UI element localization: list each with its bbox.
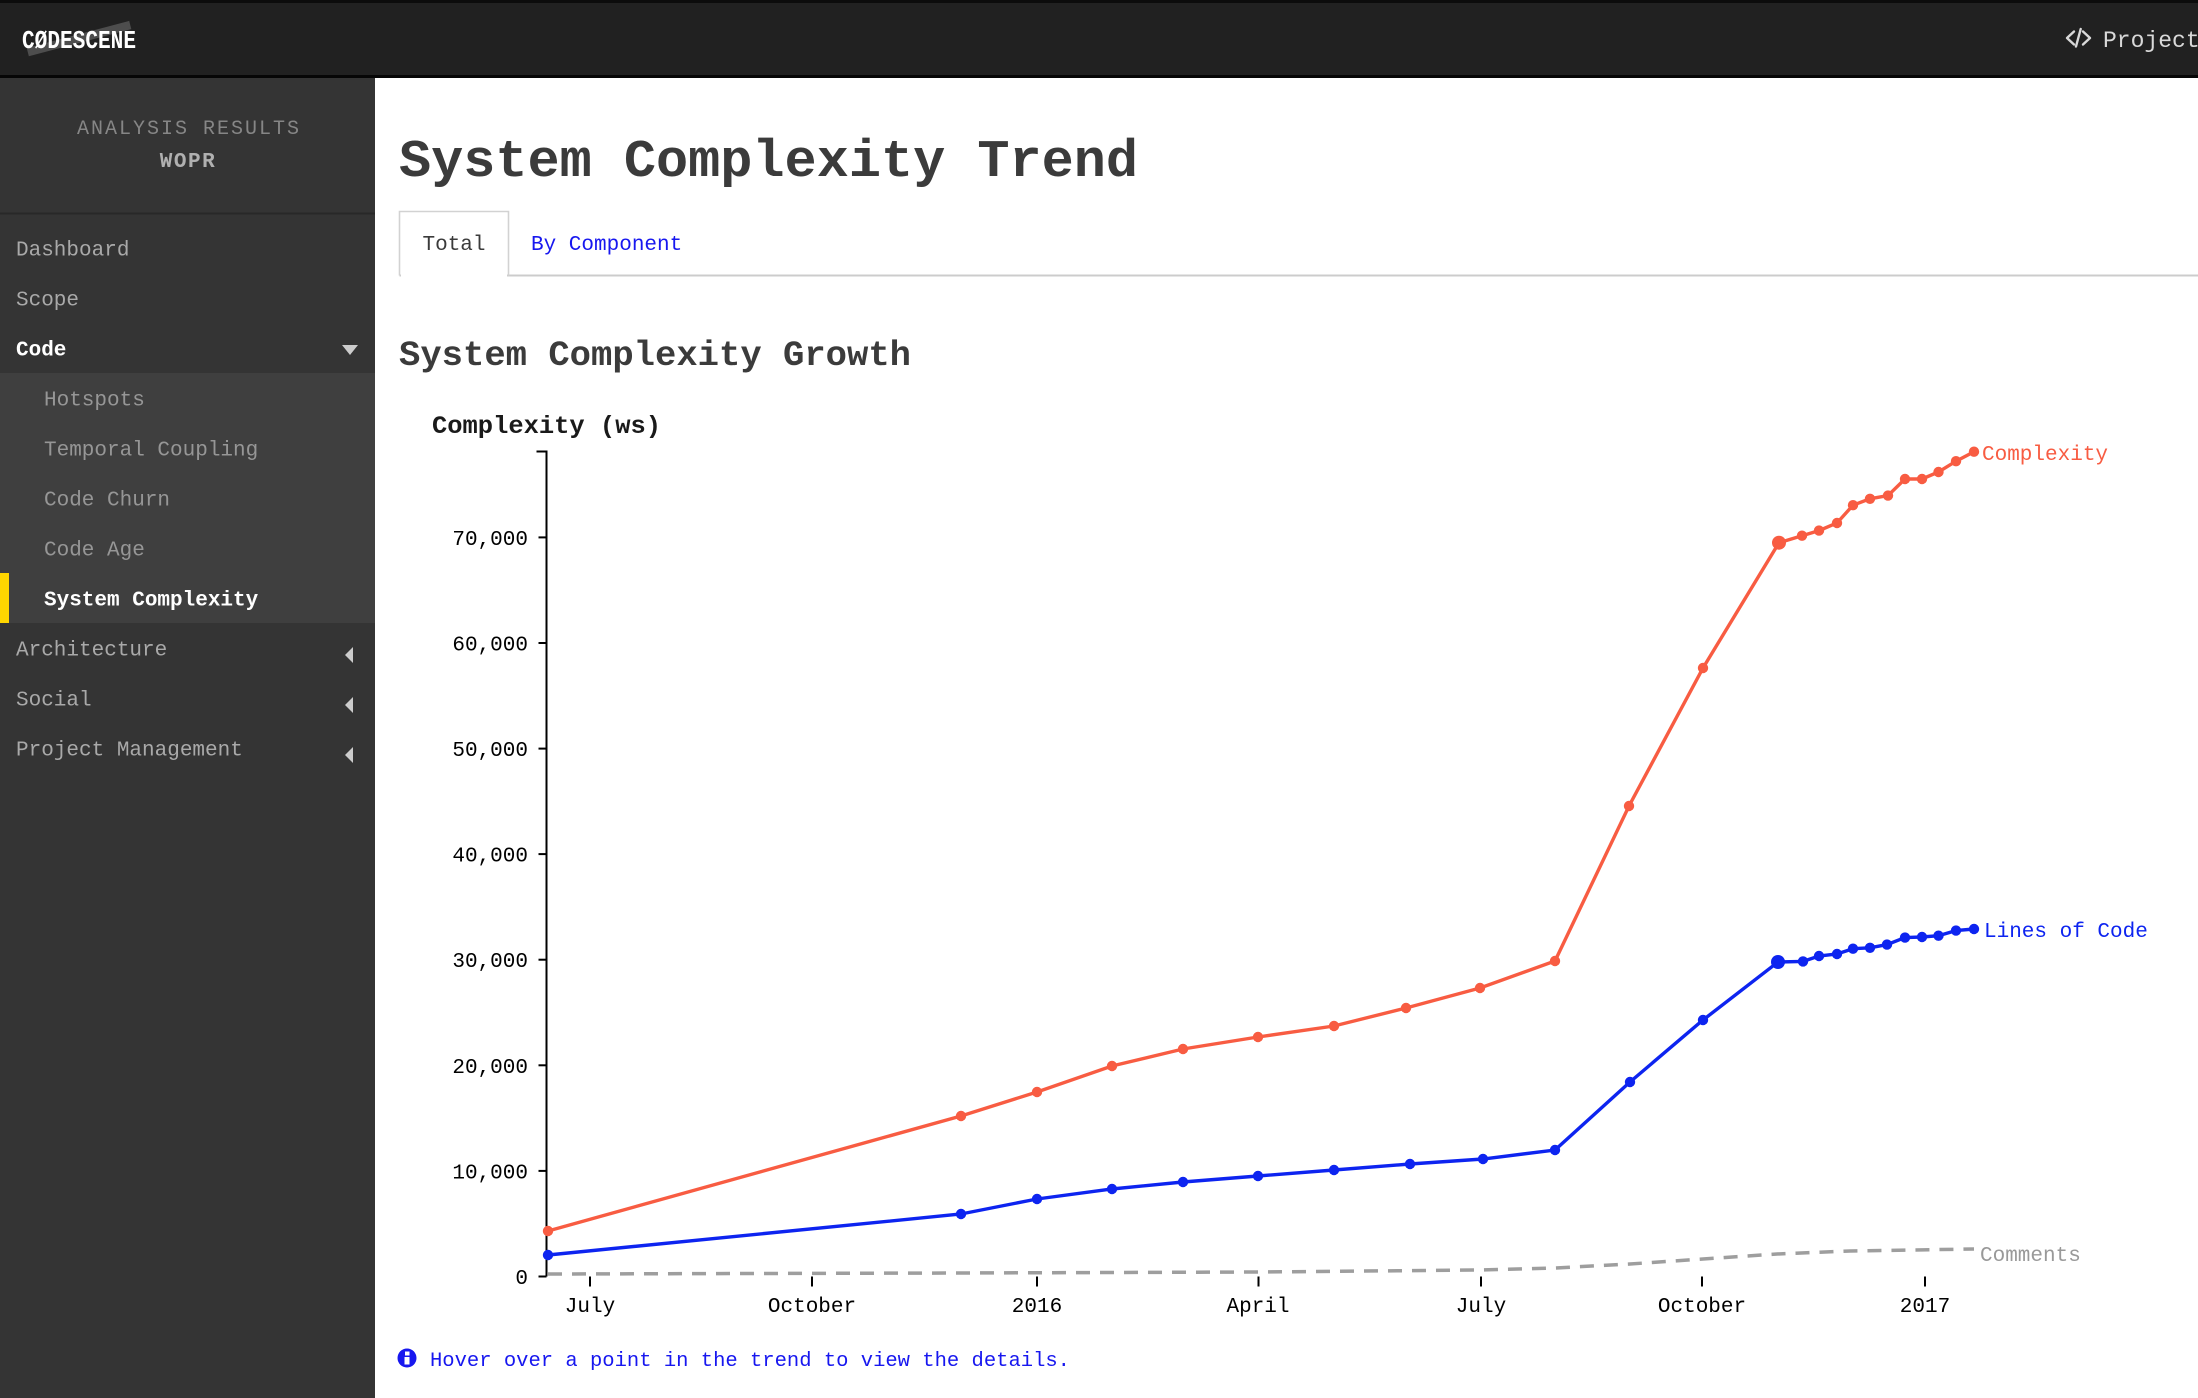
svg-text:Total: Total [422, 234, 485, 257]
svg-text:Project Management: Project Management [16, 740, 243, 763]
svg-text:Complexity: Complexity [1982, 444, 2108, 467]
svg-text:2017: 2017 [1900, 1296, 1950, 1319]
svg-text:Code: Code [16, 340, 66, 363]
svg-text:CØDESCENE: CØDESCENE [22, 26, 136, 56]
svg-text:Architecture: Architecture [16, 640, 167, 663]
svg-text:WOPR: WOPR [160, 151, 216, 174]
svg-text:System Complexity Growth: System Complexity Growth [399, 336, 911, 376]
svg-text:Temporal Coupling: Temporal Coupling [44, 440, 258, 463]
svg-text:Dashboard: Dashboard [16, 240, 129, 263]
svg-text:System Complexity Trend: System Complexity Trend [399, 132, 1138, 192]
svg-text:April: April [1226, 1296, 1289, 1319]
svg-text:Code Churn: Code Churn [44, 490, 170, 513]
svg-text:Lines of Code: Lines of Code [1984, 921, 2148, 944]
svg-text:Code Age: Code Age [44, 540, 145, 563]
svg-text:Hotspots: Hotspots [44, 390, 145, 413]
svg-text:40,000: 40,000 [452, 846, 528, 869]
svg-text:Hover over a point in the tren: Hover over a point in the trend to view … [430, 1350, 1070, 1373]
svg-text:50,000: 50,000 [452, 740, 528, 763]
svg-text:70,000: 70,000 [452, 529, 528, 552]
svg-text:ANALYSIS RESULTS: ANALYSIS RESULTS [77, 118, 301, 141]
svg-text:Complexity (ws): Complexity (ws) [432, 412, 661, 441]
svg-text:By Component: By Component [531, 234, 682, 257]
svg-text:October: October [768, 1296, 856, 1319]
svg-text:Social: Social [16, 690, 92, 713]
svg-text:2016: 2016 [1012, 1296, 1062, 1319]
svg-text:Scope: Scope [16, 290, 79, 313]
svg-text:10,000: 10,000 [452, 1163, 528, 1186]
svg-text:July: July [565, 1296, 615, 1319]
svg-text:Projects: Projects [2103, 28, 2198, 54]
svg-text:System Complexity: System Complexity [44, 590, 259, 613]
svg-text:60,000: 60,000 [452, 635, 528, 658]
svg-text:20,000: 20,000 [452, 1057, 528, 1080]
svg-text:Comments: Comments [1980, 1245, 2081, 1268]
svg-text:0: 0 [515, 1268, 528, 1291]
svg-text:October: October [1658, 1296, 1746, 1319]
svg-text:30,000: 30,000 [452, 951, 528, 974]
svg-text:July: July [1456, 1296, 1506, 1319]
